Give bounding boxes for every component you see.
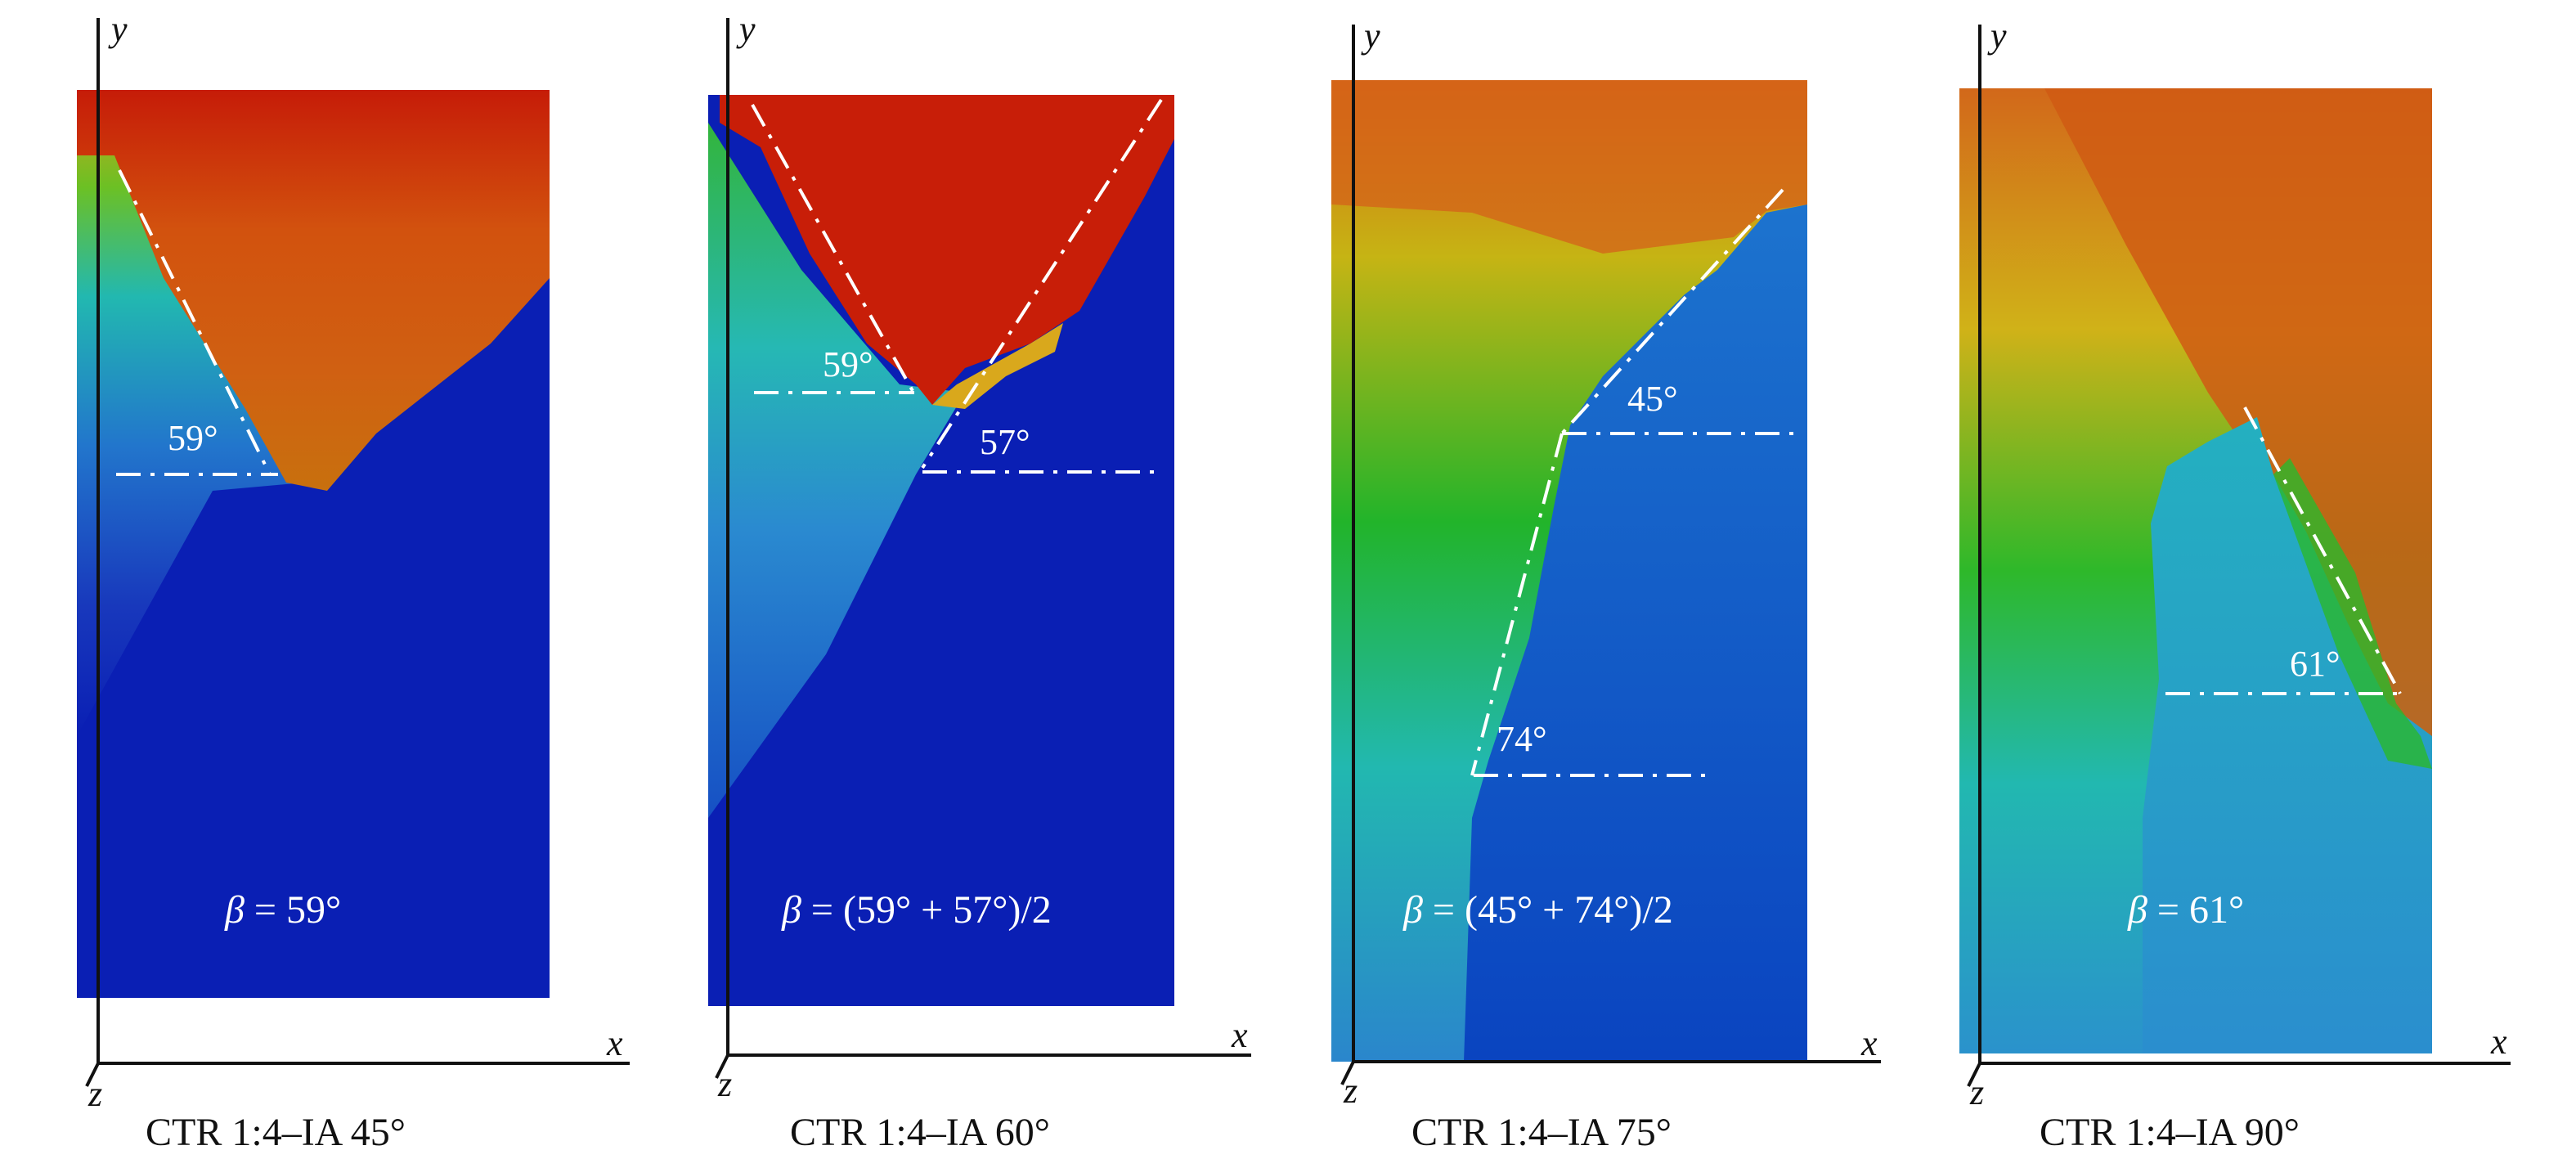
panel-2-angle-1: 59° xyxy=(823,344,873,384)
panel-3-axes: y x z xyxy=(1340,16,1881,1111)
panel-2: y x z 59° 57° β = (59° + 57°)/2 CTR 1:4–… xyxy=(708,9,1251,1154)
z-axis-label: z xyxy=(88,1074,102,1114)
panel-3-angle-1: 45° xyxy=(1627,379,1678,419)
panel-4-caption: CTR 1:4–IA 90° xyxy=(2040,1111,2300,1154)
panel-1: y x z 59° β = 59° CTR 1:4–IA 45° xyxy=(77,9,630,1154)
panel-1-field xyxy=(77,90,550,998)
panel-2-axes: y x z xyxy=(715,9,1251,1104)
panel-3-guides xyxy=(1470,188,1799,777)
panel-1-axes: y x z xyxy=(85,9,630,1114)
panel-3-field xyxy=(1331,80,1807,1062)
panel-3: y x z 45° 74° β = (45° + 74°)/2 CTR 1:4–… xyxy=(1331,16,1881,1154)
panel-1-guides xyxy=(116,169,278,476)
z-axis-label: z xyxy=(717,1064,732,1104)
y-axis-label: y xyxy=(108,9,128,49)
panel-2-beta: β = (59° + 57°)/2 xyxy=(781,888,1052,932)
panel-4: y x z 61° β = 61° CTR 1:4–IA 90° xyxy=(1959,16,2511,1154)
y-axis-label: y xyxy=(1987,16,2007,56)
x-axis-label: x xyxy=(1860,1023,1878,1063)
panel-2-guides xyxy=(751,98,1163,474)
panel-1-angle-1: 59° xyxy=(168,418,218,458)
panel-1-caption: CTR 1:4–IA 45° xyxy=(146,1111,406,1154)
panel-4-angle-1: 61° xyxy=(2290,644,2340,684)
y-axis-label: y xyxy=(736,9,756,49)
x-axis-label: x xyxy=(606,1023,623,1063)
panel-4-axes: y x z xyxy=(1967,16,2511,1112)
panel-2-caption: CTR 1:4–IA 60° xyxy=(790,1111,1050,1154)
panel-4-field xyxy=(1959,88,2432,1053)
panel-2-angle-2: 57° xyxy=(980,422,1030,462)
z-axis-label: z xyxy=(1343,1071,1358,1111)
panel-1-beta: β = 59° xyxy=(224,888,341,932)
panel-3-angle-2: 74° xyxy=(1497,719,1547,759)
x-axis-label: x xyxy=(2490,1022,2507,1062)
panel-4-guides xyxy=(2165,407,2404,695)
panel-3-beta: β = (45° + 74°)/2 xyxy=(1402,888,1673,932)
panel-2-field xyxy=(708,95,1174,1006)
panel-4-beta: β = 61° xyxy=(2127,888,2244,932)
z-axis-label: z xyxy=(1969,1072,1984,1112)
panel-3-caption: CTR 1:4–IA 75° xyxy=(1411,1111,1672,1154)
y-axis-label: y xyxy=(1361,16,1380,56)
x-axis-label: x xyxy=(1231,1015,1248,1055)
